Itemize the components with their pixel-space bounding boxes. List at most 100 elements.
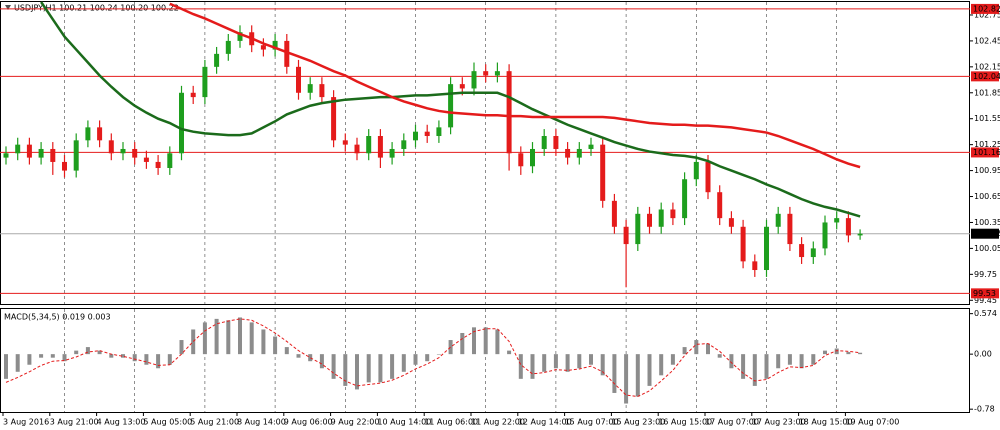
x-tick-label: 3 Aug 21:00	[50, 418, 99, 427]
candle-body	[448, 84, 454, 128]
macd-bar	[647, 354, 652, 386]
macd-bar	[764, 354, 769, 379]
main-panel	[0, 1, 970, 305]
x-tick-label: 19 Aug 07:00	[845, 418, 899, 427]
candle-body	[342, 140, 348, 145]
macd-bar	[191, 329, 196, 355]
x-tick-label: 9 Aug 22:00	[331, 418, 380, 427]
candle-body	[740, 226, 746, 262]
candle-body	[214, 53, 220, 67]
candle-body	[459, 84, 465, 89]
candle-body	[658, 209, 664, 227]
candle-body	[506, 71, 512, 154]
candle-body	[822, 222, 828, 249]
candle-body	[693, 161, 699, 180]
candle-body	[553, 136, 559, 149]
macd-bar	[741, 354, 746, 379]
macd-bar	[121, 354, 125, 358]
current-price-box	[971, 228, 999, 239]
title-icon	[5, 5, 11, 10]
macd-bar	[85, 347, 90, 355]
candle-body	[635, 213, 641, 245]
candle-body	[576, 148, 582, 158]
candle-body	[647, 213, 652, 227]
y-tick-label: 102.75	[974, 10, 1000, 19]
y-tick-label: 100.95	[974, 166, 1000, 175]
macd-bar	[776, 354, 781, 369]
macd-bar	[261, 329, 266, 355]
macd-bar	[717, 354, 722, 358]
macd-panel	[0, 308, 970, 413]
x-tick-label: 16 Aug 15:00	[658, 418, 712, 427]
macd-bar	[284, 347, 289, 355]
macd-bar	[518, 354, 523, 379]
candle-body	[401, 140, 407, 149]
candle-body	[857, 233, 863, 236]
candle-body	[834, 218, 840, 223]
macd-bar	[589, 354, 593, 365]
macd-bar	[144, 354, 149, 365]
macd-bar	[425, 354, 430, 362]
macd-bar	[507, 350, 512, 355]
candle-body	[190, 92, 196, 98]
macd-bar	[50, 354, 55, 358]
x-tick-label: 17 Aug 07:00	[705, 418, 759, 427]
macd-bar	[659, 354, 664, 376]
level-label: 99.53	[973, 289, 996, 298]
macd-bar	[600, 354, 605, 376]
candle-body	[588, 144, 594, 149]
candle-body	[541, 136, 547, 149]
macd-bar	[214, 318, 219, 355]
macd-title: MACD(5,34,5) 0.019 0.003	[4, 313, 111, 322]
macd-bar	[448, 340, 453, 355]
y-tick-label: 101.25	[974, 140, 1000, 149]
macd-bar	[366, 354, 371, 383]
candle-body	[26, 144, 32, 158]
level-label: 101.16	[973, 148, 1000, 157]
signal-line	[5, 318, 861, 397]
x-tick-label: 17 Aug 23:00	[752, 418, 806, 427]
candle-body	[307, 84, 313, 93]
y-tick-label: 102.45	[974, 36, 1000, 45]
level-label: 102.04	[973, 72, 1000, 81]
macd-bar	[319, 354, 324, 369]
level-label-box	[971, 147, 999, 158]
macd-bar	[834, 348, 839, 355]
macd-bar	[612, 354, 617, 393]
y-tick-label: -0.78	[974, 405, 995, 414]
candle-body	[354, 144, 360, 154]
x-tick-label: 11 Aug 22:00	[471, 418, 525, 427]
level-label-box	[971, 3, 999, 14]
x-tick-label: 10 Aug 14:00	[377, 418, 431, 427]
candle-body	[108, 140, 114, 154]
macd-bar	[109, 354, 114, 358]
candle-body	[670, 209, 676, 219]
macd-bar	[472, 327, 476, 355]
y-tick-label: 102.15	[974, 62, 1000, 71]
macd-bar	[226, 320, 231, 355]
macd-bar	[39, 354, 44, 358]
macd-bar	[343, 354, 348, 386]
macd-bar	[565, 354, 570, 372]
macd-bar	[238, 317, 242, 355]
macd-bar	[331, 354, 336, 379]
macd-bar	[156, 354, 161, 369]
y-tick-label: 101.55	[974, 114, 1000, 123]
candle-body	[424, 131, 430, 137]
current-price-label: 100.22	[973, 229, 1000, 238]
macd-bar	[729, 354, 734, 369]
candle-body	[260, 45, 266, 50]
macd-bar	[15, 354, 20, 372]
macd-bar	[97, 350, 102, 355]
candle-body	[143, 157, 149, 162]
candle-body	[15, 144, 21, 154]
candle-body	[623, 226, 629, 245]
candle-body	[38, 148, 44, 158]
candle-body	[530, 148, 535, 167]
macd-bar	[202, 322, 207, 355]
macd-bar	[553, 354, 558, 369]
candle-body	[705, 161, 711, 193]
candle-body	[62, 161, 67, 171]
y-tick-label: 101.85	[974, 88, 1000, 97]
macd-bar	[706, 343, 710, 355]
